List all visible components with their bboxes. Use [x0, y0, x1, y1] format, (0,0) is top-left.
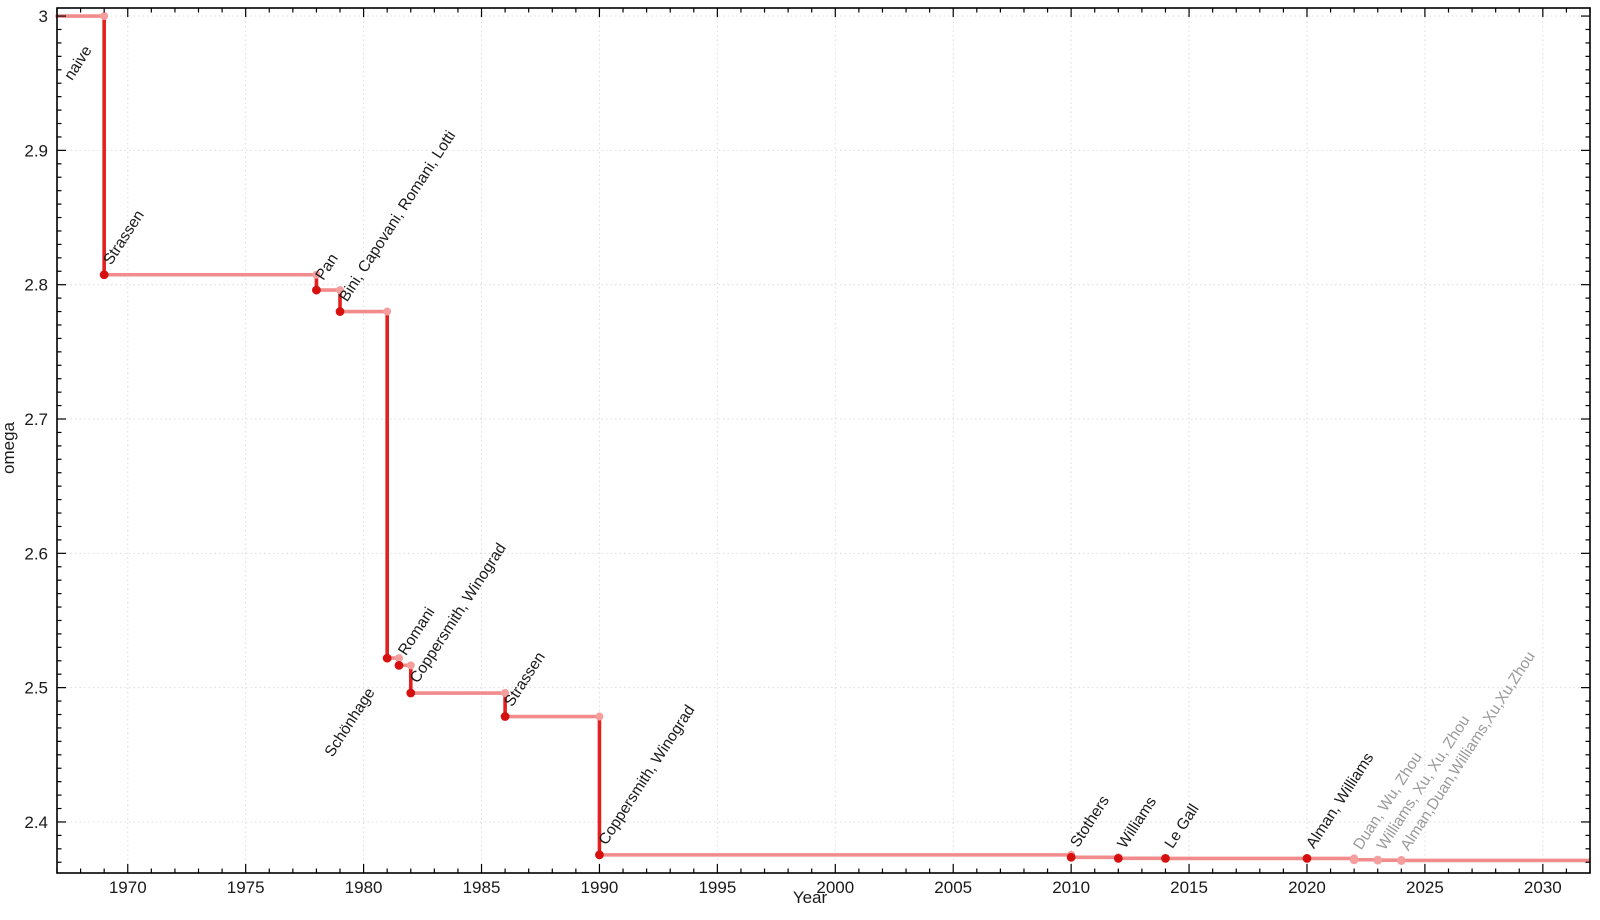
y-tick-label: 2.5 — [24, 679, 48, 698]
tick-labels-layer: 1970 1975 1980 1985 1990 1995 2000 2005 2010 2015… — [24, 7, 1561, 897]
gridlines-layer — [57, 8, 1590, 873]
y-tick-label: 2.6 — [24, 544, 48, 563]
y-tick-label: 2.7 — [24, 410, 48, 429]
data-point-marker — [1396, 856, 1406, 865]
data-point-marker — [1349, 855, 1359, 865]
y-axis-title: omega — [0, 421, 18, 474]
step-top-marker — [336, 286, 345, 295]
data-point-marker — [1373, 855, 1383, 865]
x-tick-label: 1995 — [698, 878, 736, 897]
point-label: Strassen — [501, 649, 549, 710]
step-top-marker — [406, 661, 415, 670]
x-tick-label: 2025 — [1406, 878, 1444, 897]
data-point-marker — [99, 270, 109, 280]
x-axis-title: Year — [793, 888, 828, 907]
point-label: naive — [61, 43, 95, 83]
x-tick-label: 1970 — [109, 878, 147, 897]
x-tick-label: 2030 — [1524, 878, 1562, 897]
data-point-marker — [394, 660, 404, 670]
step-top-marker — [595, 712, 604, 721]
data-point-marker — [1302, 854, 1312, 863]
data-point-marker — [406, 688, 416, 698]
plot-border — [56, 7, 1591, 874]
data-point-marker — [500, 712, 510, 721]
data-point-marker — [335, 307, 345, 316]
x-tick-label: 2015 — [1170, 878, 1208, 897]
data-point-marker — [595, 850, 604, 860]
x-tick-label: 2020 — [1288, 878, 1326, 897]
step-top-marker — [100, 12, 109, 21]
axes-layer — [56, 7, 1591, 874]
x-tick-label: 2005 — [934, 878, 972, 897]
point-label: Le Gall — [1162, 801, 1203, 851]
step-vertical-layer — [102, 14, 1404, 863]
step-top-marker — [312, 270, 321, 279]
point-label: Strassen — [100, 207, 148, 268]
data-point-marker — [312, 285, 321, 295]
point-label: Williams — [1114, 794, 1160, 852]
step-horizontal-layer — [55, 14, 1590, 863]
x-tick-label: 2000 — [816, 878, 854, 897]
x-tick-label: 1985 — [463, 878, 501, 897]
y-tick-label: 2.9 — [24, 141, 48, 160]
y-tick-label: 3 — [39, 7, 48, 26]
point-label: Schönhage — [322, 685, 379, 760]
step-top-marker — [501, 689, 510, 698]
data-point-marker — [382, 653, 392, 663]
step-top-marker — [383, 307, 392, 316]
point-label: Bini, Capovani, Romani, Lotti — [336, 128, 459, 305]
x-tick-label: 1980 — [345, 878, 383, 897]
markers-layer — [99, 12, 1406, 865]
x-tick-label: 2010 — [1052, 878, 1090, 897]
y-tick-label: 2.4 — [24, 813, 48, 832]
x-tick-label: 1975 — [227, 878, 265, 897]
point-label: Coppersmith, Winograd — [596, 702, 699, 848]
data-point-marker — [1161, 854, 1170, 863]
data-point-marker — [1066, 852, 1076, 862]
point-label: Alman,Duan,Williams,Xu,Xu,Zhou — [1397, 649, 1538, 854]
x-tick-label: 1990 — [581, 878, 619, 897]
data-point-marker — [1113, 853, 1123, 863]
step-top-marker — [394, 654, 403, 663]
y-tick-label: 2.8 — [24, 276, 48, 295]
